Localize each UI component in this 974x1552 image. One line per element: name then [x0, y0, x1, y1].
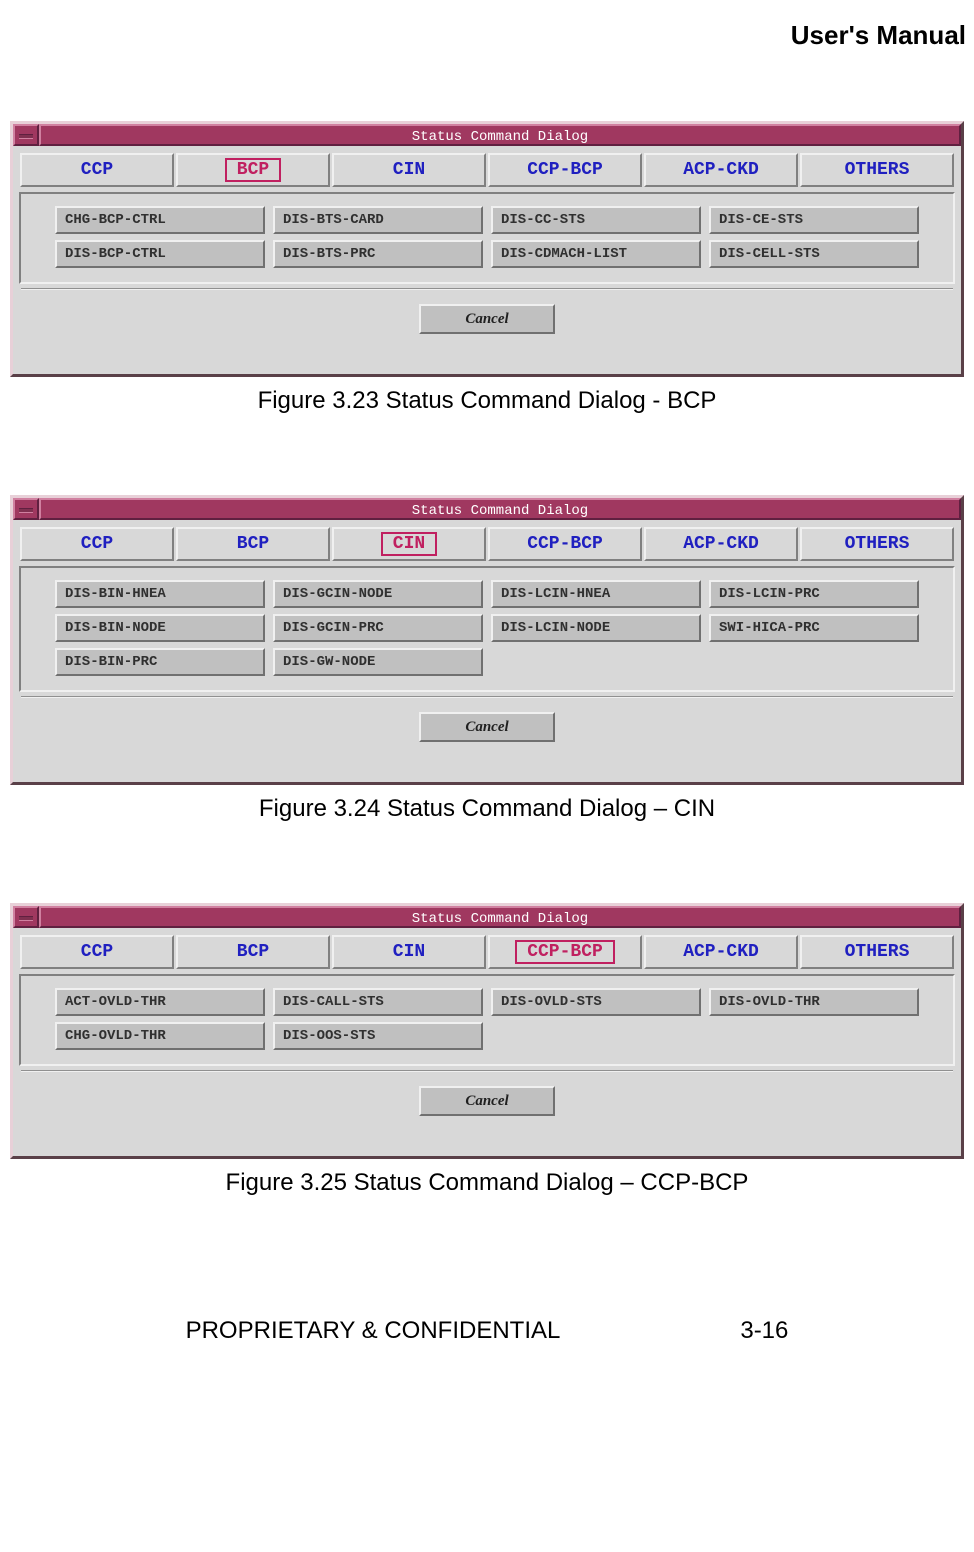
command-button[interactable]: DIS-BCP-CTRL: [55, 240, 265, 268]
command-button[interactable]: DIS-GCIN-PRC: [273, 614, 483, 642]
figure-caption: Figure 3.25 Status Command Dialog – CCP-…: [0, 1169, 974, 1197]
figure-caption: Figure 3.24 Status Command Dialog – CIN: [0, 795, 974, 823]
window-title: Status Command Dialog: [39, 124, 961, 146]
window-menu-icon[interactable]: [13, 498, 39, 520]
command-button[interactable]: DIS-OOS-STS: [273, 1022, 483, 1050]
status-command-dialog: Status Command Dialog CCP BCP CIN CCP-BCP ACP…: [10, 903, 964, 1159]
command-button[interactable]: DIS-BTS-CARD: [273, 206, 483, 234]
cancel-button[interactable]: Cancel: [419, 712, 555, 742]
window-title: Status Command Dialog: [39, 498, 961, 520]
figure-caption: Figure 3.23 Status Command Dialog - BCP: [0, 387, 974, 415]
command-button[interactable]: DIS-OVLD-STS: [491, 988, 701, 1016]
tab-label: ACP-CKD: [675, 159, 767, 181]
window-title: Status Command Dialog: [39, 906, 961, 928]
tab-bcp[interactable]: BCP: [176, 935, 330, 969]
command-button[interactable]: DIS-BIN-NODE: [55, 614, 265, 642]
tabs-row: CCP BCP CIN CCP-BCP ACP-CKD OTHERS: [17, 524, 957, 564]
tab-others[interactable]: OTHERS: [800, 935, 954, 969]
tab-label: BCP: [225, 158, 281, 182]
tab-acp-ckd[interactable]: ACP-CKD: [644, 153, 798, 187]
command-button[interactable]: DIS-BIN-PRC: [55, 648, 265, 676]
tab-ccp-bcp[interactable]: CCP-BCP: [488, 153, 642, 187]
tab-label: CCP-BCP: [519, 159, 611, 181]
tab-label: ACP-CKD: [675, 941, 767, 963]
tab-label: OTHERS: [837, 533, 918, 555]
command-button[interactable]: DIS-CELL-STS: [709, 240, 919, 268]
tab-label: CCP: [73, 533, 121, 555]
tab-bcp[interactable]: BCP: [176, 527, 330, 561]
tab-label: BCP: [229, 941, 277, 963]
cancel-button[interactable]: Cancel: [419, 1086, 555, 1116]
command-button[interactable]: SWI-HICA-PRC: [709, 614, 919, 642]
command-button[interactable]: DIS-CDMACH-LIST: [491, 240, 701, 268]
footer-page: 3-16: [740, 1317, 788, 1345]
divider: [21, 696, 953, 698]
tab-label: CIN: [385, 941, 433, 963]
tabs-row: CCP BCP CIN CCP-BCP ACP-CKD OTHERS: [17, 150, 957, 190]
tab-acp-ckd[interactable]: ACP-CKD: [644, 527, 798, 561]
tab-label: CCP-BCP: [519, 533, 611, 555]
tab-label: ACP-CKD: [675, 533, 767, 555]
command-button[interactable]: DIS-BIN-HNEA: [55, 580, 265, 608]
tab-others[interactable]: OTHERS: [800, 153, 954, 187]
divider: [21, 1070, 953, 1072]
window-menu-icon[interactable]: [13, 906, 39, 928]
tab-others[interactable]: OTHERS: [800, 527, 954, 561]
cancel-button[interactable]: Cancel: [419, 304, 555, 334]
command-button[interactable]: CHG-OVLD-THR: [55, 1022, 265, 1050]
commands-panel: CHG-BCP-CTRL DIS-BTS-CARD DIS-CC-STS DIS-CE…: [19, 192, 955, 284]
window-menu-icon[interactable]: [13, 124, 39, 146]
tab-ccp[interactable]: CCP: [20, 153, 174, 187]
command-button[interactable]: DIS-OVLD-THR: [709, 988, 919, 1016]
page-header: User's Manual: [0, 20, 974, 51]
footer-left: PROPRIETARY & CONFIDENTIAL: [186, 1317, 561, 1345]
tab-ccp[interactable]: CCP: [20, 935, 174, 969]
tab-bcp[interactable]: BCP: [176, 153, 330, 187]
commands-panel: DIS-BIN-HNEA DIS-GCIN-NODE DIS-LCIN-HNEA DI…: [19, 566, 955, 692]
titlebar: Status Command Dialog: [13, 498, 961, 520]
commands-panel: ACT-OVLD-THR DIS-CALL-STS DIS-OVLD-STS DIS-…: [19, 974, 955, 1066]
tab-label: OTHERS: [837, 941, 918, 963]
tab-label: BCP: [229, 533, 277, 555]
tab-acp-ckd[interactable]: ACP-CKD: [644, 935, 798, 969]
titlebar: Status Command Dialog: [13, 124, 961, 146]
tabs-row: CCP BCP CIN CCP-BCP ACP-CKD OTHERS: [17, 932, 957, 972]
tab-label: CIN: [385, 159, 433, 181]
command-button[interactable]: DIS-LCIN-NODE: [491, 614, 701, 642]
tab-label: OTHERS: [837, 159, 918, 181]
command-button[interactable]: DIS-LCIN-HNEA: [491, 580, 701, 608]
status-command-dialog: Status Command Dialog CCP BCP CIN CCP-BCP ACP…: [10, 495, 964, 785]
status-command-dialog: Status Command Dialog CCP BCP CIN CCP-BCP ACP…: [10, 121, 964, 377]
page-footer: PROPRIETARY & CONFIDENTIAL 3-16: [0, 1317, 974, 1355]
tab-label: CCP-BCP: [515, 940, 615, 964]
titlebar: Status Command Dialog: [13, 906, 961, 928]
divider: [21, 288, 953, 290]
tab-ccp-bcp[interactable]: CCP-BCP: [488, 527, 642, 561]
tab-cin[interactable]: CIN: [332, 153, 486, 187]
command-button[interactable]: DIS-CE-STS: [709, 206, 919, 234]
command-button[interactable]: ACT-OVLD-THR: [55, 988, 265, 1016]
command-button[interactable]: DIS-BTS-PRC: [273, 240, 483, 268]
command-button[interactable]: DIS-GW-NODE: [273, 648, 483, 676]
command-button[interactable]: DIS-LCIN-PRC: [709, 580, 919, 608]
tab-cin[interactable]: CIN: [332, 527, 486, 561]
tab-label: CCP: [73, 941, 121, 963]
command-button[interactable]: DIS-CALL-STS: [273, 988, 483, 1016]
tab-label: CCP: [73, 159, 121, 181]
tab-ccp[interactable]: CCP: [20, 527, 174, 561]
tab-cin[interactable]: CIN: [332, 935, 486, 969]
command-button[interactable]: DIS-GCIN-NODE: [273, 580, 483, 608]
tab-label: CIN: [381, 532, 437, 556]
command-button[interactable]: DIS-CC-STS: [491, 206, 701, 234]
tab-ccp-bcp[interactable]: CCP-BCP: [488, 935, 642, 969]
command-button[interactable]: CHG-BCP-CTRL: [55, 206, 265, 234]
